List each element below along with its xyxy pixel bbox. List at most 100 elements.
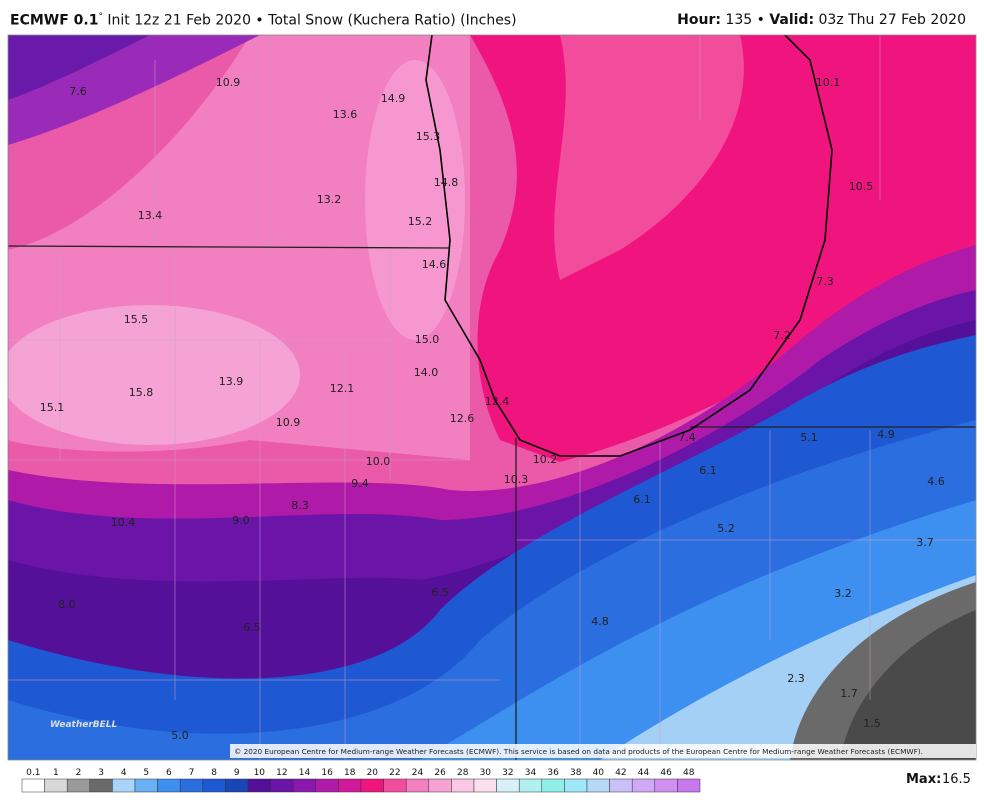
legend-swatch: [157, 778, 181, 793]
max-value: 16.5: [942, 772, 971, 787]
value-label: 10.3: [504, 473, 529, 486]
legend-tick: 10: [254, 768, 266, 778]
value-label: 14.9: [381, 92, 406, 105]
value-label: 6.5: [243, 621, 261, 634]
value-label: 12.1: [330, 382, 355, 395]
logo: WeatherBELL: [50, 720, 118, 730]
copyright-bg: [230, 744, 976, 758]
value-label: 1.7: [840, 687, 858, 700]
snow-field: [8, 35, 976, 760]
value-label: 9.4: [351, 477, 369, 490]
field-corner-dark: [8, 35, 150, 100]
legend-swatch: [315, 778, 339, 793]
legend-tick: 12: [276, 768, 287, 778]
legend-tick: 24: [412, 768, 424, 778]
value-label: 4.9: [877, 428, 895, 441]
legend-tick: 20: [367, 768, 379, 778]
value-label: 10.2: [533, 453, 558, 466]
legend-swatch: [654, 778, 678, 793]
legend-swatch: [270, 778, 294, 793]
legend-swatch: [225, 778, 249, 793]
value-label: 15.5: [124, 313, 149, 326]
value-label: 10.4: [111, 516, 136, 529]
value-label: 12.4: [485, 395, 510, 408]
value-label: 15.3: [416, 130, 441, 143]
legend-tick: 26: [434, 768, 446, 778]
legend-tick: 5: [143, 768, 149, 778]
legend-swatch: [338, 778, 362, 793]
value-label: 15.8: [129, 386, 154, 399]
value-label: 6.1: [699, 464, 717, 477]
value-label: 13.2: [317, 193, 342, 206]
legend-tick: 6: [166, 768, 172, 778]
legend-tick: 32: [502, 768, 513, 778]
legend-tick: 1: [53, 768, 59, 778]
legend-swatch: [428, 778, 452, 793]
legend-swatch: [292, 778, 317, 793]
legend-swatch: [609, 778, 633, 793]
state-borders: [8, 245, 976, 760]
value-label: 7.3: [816, 275, 834, 288]
hour-label: Hour:: [677, 12, 721, 28]
value-label: 8.3: [291, 499, 309, 512]
legend-swatch: [134, 778, 158, 793]
value-label: 9.0: [232, 514, 250, 527]
county-lines: [8, 35, 976, 760]
legend-swatch: [677, 778, 701, 793]
field-gray-dark: [840, 610, 976, 760]
legend-swatch: [112, 778, 136, 793]
legend-tick: 36: [547, 768, 559, 778]
valid-label: Valid:: [769, 12, 815, 28]
legend-swatch: [179, 778, 204, 793]
header-left: ECMWF 0.1° Init 12z 21 Feb 2020 • Total …: [10, 12, 517, 29]
legend-swatch: [541, 778, 565, 793]
field-lighter: [8, 305, 300, 445]
legend-swatch: [405, 778, 430, 793]
value-label: 15.1: [40, 401, 65, 414]
value-label: 7.4: [678, 431, 696, 444]
value-label: 5.1: [800, 431, 818, 444]
legend-tick: 8: [211, 768, 217, 778]
legend-swatch: [586, 778, 610, 793]
value-label: 8.0: [58, 598, 76, 611]
legend-tick: 0.1: [26, 768, 40, 778]
value-label: 2.3: [787, 672, 805, 685]
hour: 135 •: [725, 12, 765, 28]
shoreline: [425, 35, 833, 457]
legend-swatch: [21, 778, 45, 793]
legend-swatch: [473, 778, 497, 793]
map-frame: [7, 34, 977, 761]
legend-tick: 18: [344, 768, 356, 778]
legend-tick: 44: [638, 768, 650, 778]
legend-swatch: [44, 778, 68, 793]
value-label: 1.5: [863, 717, 881, 730]
degree: °: [98, 12, 103, 22]
legend-tick: 34: [525, 768, 537, 778]
value-label: 10.9: [276, 416, 301, 429]
legend: 0.1 1 2 3 4 5 6 7 8 9 10 12 14 16 18 20 22 24 26 28 30 32 34 36…: [21, 768, 701, 793]
value-label: 5.2: [717, 522, 735, 535]
value-label: 3.2: [834, 587, 852, 600]
max-label: Max:: [906, 772, 941, 787]
legend-tick: 22: [389, 768, 400, 778]
legend-tick: 4: [121, 768, 127, 778]
legend-tick: 46: [660, 768, 672, 778]
legend-swatch: [360, 778, 384, 793]
copyright: © 2020 European Centre for Medium-range …: [234, 747, 923, 756]
legend-swatch: [564, 778, 588, 793]
value-label: 15.2: [408, 215, 433, 228]
legend-swatch: [66, 778, 91, 793]
value-label: 10.5: [849, 180, 874, 193]
value-labels: 7.6 10.9 13.6 14.9 15.3 14.8 13.2 13.4 15.2 14.6 1…: [40, 76, 945, 742]
value-label: 6.5: [431, 586, 449, 599]
value-label: 4.6: [927, 475, 945, 488]
field-magenta-light: [554, 35, 744, 280]
legend-swatch: [247, 778, 271, 793]
legend-swatch: [496, 778, 520, 793]
model: ECMWF 0.1: [10, 12, 99, 29]
value-label: 14.8: [434, 176, 459, 189]
legend-swatch: [518, 778, 543, 793]
legend-tick: 3: [98, 768, 104, 778]
value-label: 13.4: [138, 209, 163, 222]
